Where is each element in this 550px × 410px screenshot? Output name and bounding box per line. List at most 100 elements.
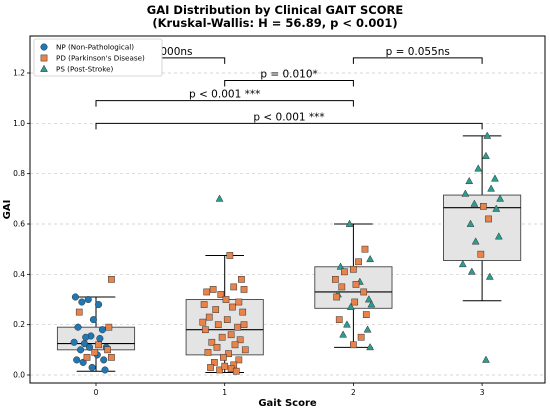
point-np <box>77 346 85 354</box>
data-points <box>70 131 505 375</box>
point-np <box>74 323 82 331</box>
y-axis-label: GAI <box>2 200 13 220</box>
point-ps <box>466 219 475 227</box>
legend-label-ps: PS (Post-Stroke) <box>56 65 114 74</box>
point-pd <box>362 311 370 318</box>
point-pd <box>332 276 339 283</box>
point-np <box>86 343 94 351</box>
point-ps <box>487 184 496 192</box>
point-pd <box>241 346 249 354</box>
point-pd <box>240 321 248 329</box>
point-np <box>101 366 109 374</box>
point-np <box>70 338 78 346</box>
point-pd <box>230 283 238 291</box>
point-pd <box>214 321 222 329</box>
point-ps <box>492 204 501 212</box>
legend: NP (Non-Pathological) PD (Parkinson's Dis… <box>33 38 163 77</box>
point-pd <box>218 333 226 341</box>
y-tick-label: 1.0 <box>13 119 25 128</box>
point-ps <box>366 254 375 263</box>
point-np <box>88 363 96 372</box>
point-ps <box>346 302 355 310</box>
significance-label: p = 0.055ns <box>386 46 450 58</box>
point-np <box>80 339 88 348</box>
point-ps <box>482 355 490 363</box>
point-ps <box>470 199 479 207</box>
point-np <box>71 293 79 301</box>
point-np <box>79 358 87 366</box>
point-ps <box>345 219 354 227</box>
point-pd <box>91 349 99 356</box>
point-pd <box>217 291 225 298</box>
point-np <box>96 334 104 343</box>
legend-label-np: NP (Non-Pathological) <box>56 43 134 52</box>
plot-frame <box>29 35 546 384</box>
point-pd <box>207 364 214 371</box>
point-pd <box>235 356 243 364</box>
legend-marker-np <box>40 43 48 51</box>
point-ps <box>494 232 503 240</box>
point-pd <box>231 341 239 349</box>
point-pd <box>220 354 227 361</box>
point-np <box>100 356 108 364</box>
y-tick-label: 0.8 <box>13 169 25 178</box>
point-ps <box>336 262 345 270</box>
x-tick-label: 3 <box>480 388 485 397</box>
point-pd <box>216 366 223 374</box>
y-tick-label: 0.0 <box>13 371 25 380</box>
point-pd <box>223 316 231 323</box>
point-pd <box>236 336 244 344</box>
box-iqr <box>185 299 264 356</box>
significance-label: p < 0.001 *** <box>189 89 260 101</box>
point-pd <box>361 245 369 253</box>
point-pd <box>83 354 91 361</box>
point-ps <box>496 194 505 202</box>
point-pd <box>333 293 341 301</box>
point-pd <box>225 350 232 357</box>
point-pd <box>209 286 217 293</box>
point-pd <box>229 303 236 311</box>
point-pd <box>75 308 83 316</box>
point-pd <box>338 283 346 291</box>
point-pd <box>232 367 240 375</box>
point-pd <box>199 318 207 326</box>
point-np <box>98 326 106 334</box>
point-ps <box>491 174 499 182</box>
point-pd <box>477 250 485 258</box>
point-ps <box>343 320 351 328</box>
point-pd <box>480 203 487 210</box>
significance-bracket <box>224 80 354 87</box>
point-pd <box>213 343 221 351</box>
point-pd <box>335 316 343 323</box>
point-np <box>84 295 92 304</box>
point-pd <box>238 276 245 283</box>
legend-marker-ps <box>40 64 48 72</box>
point-ps <box>471 237 480 245</box>
legend-box <box>33 38 163 77</box>
point-pd <box>221 362 229 370</box>
point-pd <box>105 323 113 331</box>
point-pd <box>202 326 209 334</box>
point-ps <box>363 325 372 333</box>
point-pd <box>208 338 216 346</box>
point-ps <box>366 342 375 351</box>
point-pd <box>355 258 362 266</box>
chart-title: GAI Distribution by Clinical GAIT SCORE <box>147 3 404 17</box>
point-ps <box>485 272 494 280</box>
point-pd <box>226 252 234 259</box>
point-np <box>89 316 97 324</box>
point-pd <box>485 215 492 223</box>
point-pd <box>350 265 357 273</box>
point-pd <box>95 341 102 349</box>
y-tick-label: 1.2 <box>13 69 25 78</box>
point-pd <box>204 349 212 356</box>
point-ps <box>367 300 376 308</box>
point-pd <box>108 276 115 283</box>
point-ps <box>339 330 348 338</box>
significance-label: p = 0.010* <box>260 69 317 81</box>
point-pd <box>357 333 365 341</box>
point-np <box>78 298 86 306</box>
significance-bracket <box>95 100 354 107</box>
point-pd <box>212 306 220 313</box>
